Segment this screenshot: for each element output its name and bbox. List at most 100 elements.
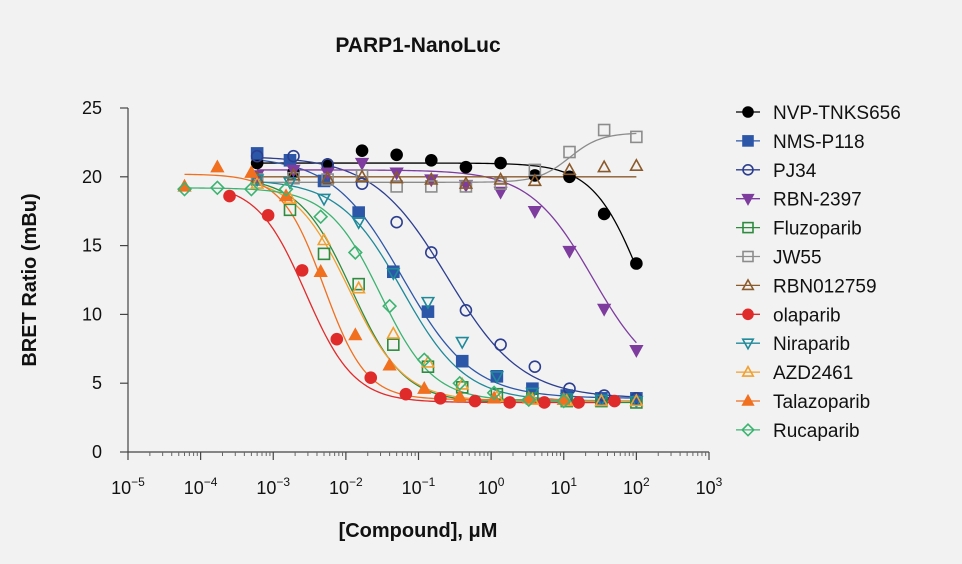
legend-marker-2 bbox=[742, 164, 754, 176]
x-axis-label: [Compound], μM bbox=[339, 520, 498, 542]
data-point-8-4 bbox=[386, 267, 401, 281]
data-point-10-2 bbox=[244, 164, 259, 178]
data-point-6-7 bbox=[493, 171, 508, 185]
data-point-7-5 bbox=[399, 387, 413, 401]
legend-label-6: RBN012759 bbox=[773, 276, 877, 297]
data-point-0-10 bbox=[597, 207, 611, 221]
data-point-11-5 bbox=[347, 245, 363, 260]
data-point-11-6 bbox=[382, 298, 398, 314]
data-point-3-10 bbox=[597, 303, 612, 317]
data-point-1-4 bbox=[387, 265, 400, 279]
data-point-2-7 bbox=[494, 338, 507, 351]
legend-label-4: Fluzoparib bbox=[773, 219, 862, 240]
data-point-6-4 bbox=[389, 170, 404, 184]
data-point-7-7 bbox=[468, 394, 482, 408]
data-point-3-9 bbox=[562, 245, 577, 259]
chart-title: PARP1-NanoLuc bbox=[335, 34, 501, 57]
data-point-11-3 bbox=[278, 181, 294, 197]
data-point-6-5 bbox=[424, 171, 439, 185]
data-point-5-11 bbox=[630, 130, 643, 144]
legend-label-2: PJ34 bbox=[773, 161, 817, 182]
data-point-2-5 bbox=[424, 246, 438, 259]
legend-marker-10 bbox=[741, 393, 755, 406]
data-point-8-0 bbox=[250, 174, 265, 188]
data-point-7-8 bbox=[503, 396, 516, 409]
data-point-11-9 bbox=[486, 385, 502, 401]
data-point-9-3 bbox=[351, 280, 366, 294]
data-point-6-3 bbox=[354, 169, 370, 182]
fit-curve-2 bbox=[257, 156, 637, 398]
data-point-11-10 bbox=[521, 392, 537, 408]
legend-marker-1 bbox=[742, 135, 754, 147]
data-point-6-9 bbox=[562, 162, 577, 176]
legend-label-9: AZD2461 bbox=[773, 363, 853, 384]
fit-curve-0 bbox=[257, 162, 637, 268]
data-point-2-1 bbox=[287, 149, 300, 163]
legend-label-1: NMS-P118 bbox=[773, 132, 865, 153]
data-point-5-2 bbox=[321, 173, 334, 186]
legend-label-7: olaparib bbox=[773, 305, 841, 326]
data-point-5-9 bbox=[563, 145, 576, 159]
data-point-7-2 bbox=[295, 264, 309, 277]
data-point-2-6 bbox=[459, 303, 473, 317]
data-point-3-8 bbox=[527, 206, 542, 219]
legend-marker-0 bbox=[742, 106, 754, 118]
data-point-7-10 bbox=[572, 396, 585, 409]
y-tick-label: 5 bbox=[92, 373, 102, 393]
legend-marker-5 bbox=[742, 250, 754, 263]
legend-marker-11 bbox=[741, 423, 755, 437]
data-point-6-1 bbox=[286, 167, 301, 181]
y-tick-label: 25 bbox=[82, 98, 102, 118]
data-point-4-1 bbox=[283, 203, 297, 217]
legend-label-0: NVP-TNKS656 bbox=[773, 103, 901, 124]
data-point-10-1 bbox=[210, 159, 225, 173]
legend-marker-3 bbox=[741, 193, 755, 206]
data-point-11-7 bbox=[416, 352, 432, 368]
data-point-0-11 bbox=[630, 257, 643, 270]
data-point-2-8 bbox=[528, 360, 542, 373]
x-tick-label: 10−2 bbox=[329, 475, 363, 498]
data-point-8-6 bbox=[455, 336, 470, 350]
y-tick-label: 20 bbox=[82, 167, 102, 187]
x-tick-label: 101 bbox=[550, 475, 577, 498]
data-point-11-1 bbox=[209, 180, 225, 196]
fit-curve-1 bbox=[257, 159, 637, 399]
data-point-0-5 bbox=[424, 153, 438, 167]
data-point-3-11 bbox=[629, 344, 644, 358]
data-point-7-1 bbox=[261, 209, 275, 222]
legend-marker-8 bbox=[741, 338, 755, 351]
legend-marker-6 bbox=[741, 278, 755, 291]
data-point-0-9 bbox=[563, 170, 576, 184]
data-point-7-9 bbox=[538, 396, 551, 409]
data-point-6-8 bbox=[527, 173, 542, 187]
data-point-7-0 bbox=[223, 189, 236, 203]
plot-area: 0 5 10 15 20 25 10−5 10−4 10−3 10−2 10−1 100 101 102 1… bbox=[82, 98, 723, 498]
data-point-11-4 bbox=[313, 209, 329, 225]
data-point-4-2 bbox=[317, 247, 331, 261]
legend-label-8: Niraparib bbox=[773, 334, 850, 355]
data-point-5-4 bbox=[390, 180, 403, 193]
data-point-10-9 bbox=[487, 390, 502, 404]
fit-curve-3 bbox=[257, 169, 637, 344]
data-point-0-7 bbox=[494, 156, 507, 170]
data-point-6-10 bbox=[597, 159, 612, 173]
data-point-1-5 bbox=[421, 305, 435, 318]
data-point-10-8 bbox=[452, 389, 467, 403]
data-point-2-0 bbox=[250, 149, 264, 163]
data-point-4-4 bbox=[387, 338, 400, 351]
data-point-3-3 bbox=[354, 157, 370, 171]
fit-curve-11 bbox=[184, 187, 564, 402]
data-point-11-8 bbox=[452, 375, 468, 391]
legend-marker-4 bbox=[742, 221, 754, 234]
data-point-0-4 bbox=[390, 148, 403, 162]
data-point-4-3 bbox=[352, 277, 365, 291]
data-point-1-3 bbox=[352, 206, 365, 219]
data-point-2-4 bbox=[390, 215, 403, 229]
data-point-11-0 bbox=[177, 181, 192, 197]
legend-marker-7 bbox=[742, 308, 754, 321]
data-point-10-11 bbox=[556, 392, 571, 405]
data-point-8-3 bbox=[351, 217, 366, 230]
y-tick-label: 0 bbox=[92, 442, 102, 462]
fit-curve-8 bbox=[257, 181, 637, 402]
